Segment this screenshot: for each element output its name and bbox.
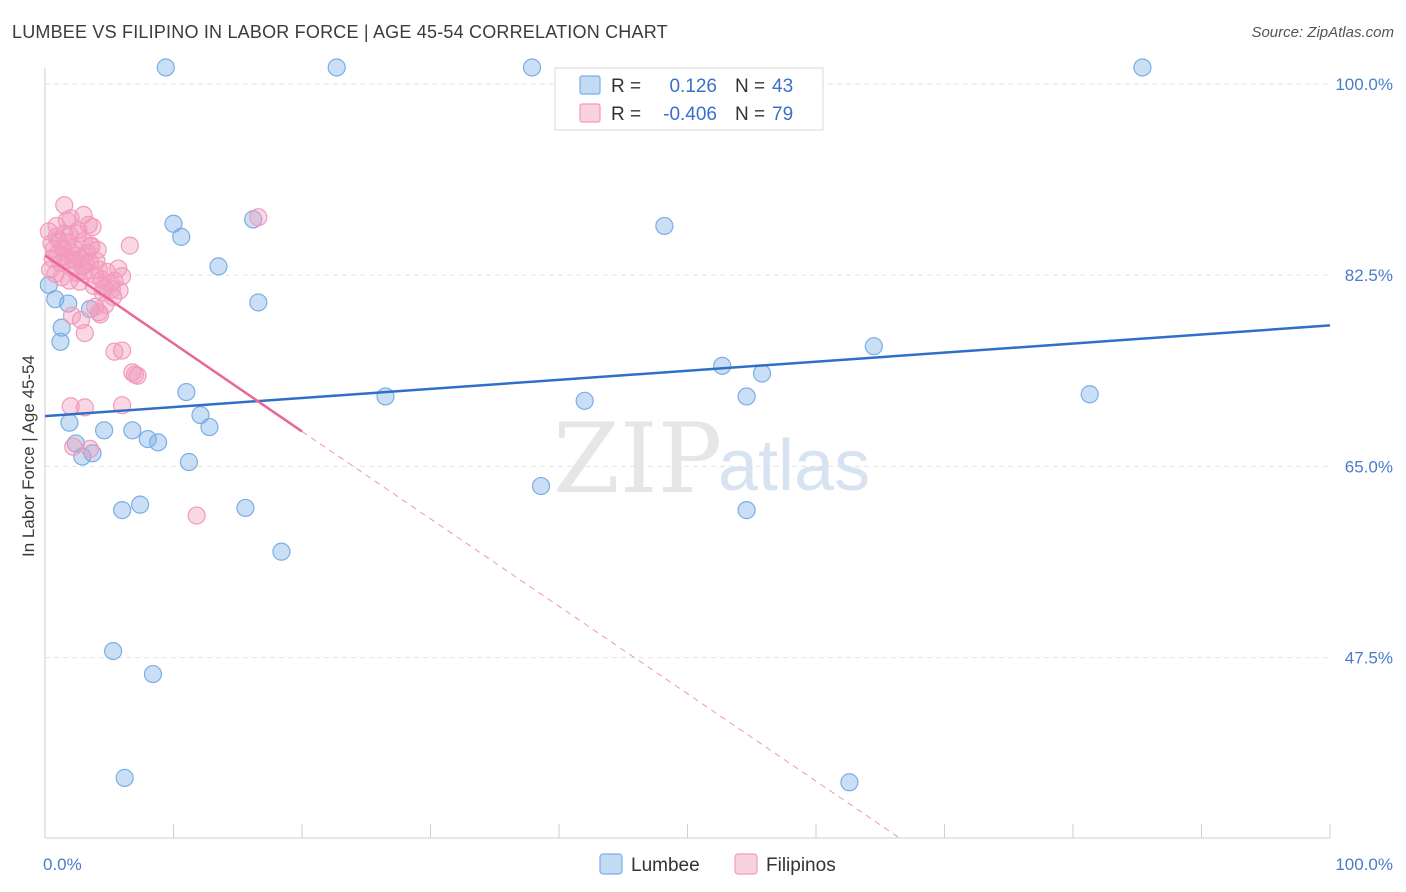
y-tick-labels: 47.5% 65.0% 82.5% 100.0%	[1335, 75, 1393, 668]
bottom-legend-swatch-filipinos	[734, 853, 758, 875]
lumbee-point-42	[143, 664, 163, 684]
legend-r-value-filipinos: -0.406	[663, 104, 717, 125]
lumbee-point-43	[115, 768, 134, 787]
y-tick-label-3: 100.0%	[1335, 75, 1393, 94]
filipinos-point-74	[75, 398, 94, 417]
filipinos-point-77	[80, 439, 100, 459]
y-axis-label: In Labor Force | Age 45-54	[19, 355, 38, 557]
bottom-legend-label-lumbee: Lumbee	[631, 855, 700, 876]
lumbee-point-9	[172, 227, 191, 246]
filipinos-point-42	[77, 255, 96, 274]
source-credit: Source: ZipAtlas.com	[1251, 24, 1394, 41]
lumbee-point-44	[840, 773, 859, 792]
lumbee-point-5	[52, 318, 71, 337]
lumbee-point-40	[272, 542, 291, 561]
bottom-legend-label-filipinos: Filipinos	[766, 855, 836, 876]
filipinos-point-57	[102, 280, 121, 299]
lumbee-point-36	[112, 501, 132, 520]
filipinos-point-52	[82, 237, 101, 256]
legend-n-value-filipinos: 79	[772, 104, 793, 125]
lumbee-point-23	[95, 421, 114, 440]
y-tick-label-2: 82.5%	[1345, 266, 1393, 285]
lumbee-point-26	[177, 382, 196, 402]
chart-title: LUMBEE VS FILIPINO IN LABOR FORCE | AGE …	[12, 22, 668, 42]
filipinos-point-55	[120, 236, 139, 255]
filipinos-point-72	[125, 365, 145, 384]
lumbee-point-37	[130, 495, 150, 514]
lumbee-point-33	[737, 387, 756, 406]
bottom-legend-swatch-lumbee	[599, 853, 623, 875]
filipinos-point-63	[91, 305, 110, 324]
y-tick-label-0: 47.5%	[1345, 649, 1393, 668]
watermark: ZIP atlas	[553, 403, 870, 515]
legend-r-label-lumbee: R =	[611, 76, 641, 97]
filipinos-point-50	[47, 216, 66, 236]
lumbee-point-28	[200, 417, 219, 437]
legend-swatch-filipinos	[579, 103, 601, 123]
lumbee-point-1	[327, 58, 346, 77]
x-tick-label-0: 0.0%	[43, 855, 82, 874]
lumbee-point-30	[179, 452, 199, 472]
y-tick-label-1: 65.0%	[1345, 457, 1393, 476]
lumbee-point-2	[522, 58, 542, 77]
legend-n-value-lumbee: 43	[772, 76, 793, 97]
lumbee-point-34	[1080, 385, 1099, 404]
lumbee-point-10	[209, 257, 228, 276]
filipinos-point-64	[75, 323, 94, 343]
filipinos-point-40	[65, 250, 84, 269]
lumbee-point-29	[138, 429, 157, 449]
lumbee-point-32	[575, 391, 594, 410]
filipinos-point-66	[110, 281, 129, 300]
filipinos-point-47	[79, 215, 98, 234]
legend-r-value-lumbee: 0.126	[669, 76, 717, 97]
filipinos-point-69	[105, 342, 124, 361]
lumbee-point-41	[104, 642, 123, 661]
legend-r-label-filipinos: R =	[611, 104, 641, 125]
filipinos-point-48	[55, 196, 74, 215]
filipinos-point-56	[112, 267, 132, 286]
lumbee-point-3	[1133, 58, 1152, 77]
x-tick-labels: 0.0% 100.0%	[43, 855, 1393, 874]
lumbee-point-19	[60, 413, 79, 432]
watermark-atlas: atlas	[718, 426, 870, 506]
filipinos-point-59	[62, 306, 82, 325]
bottom-legend: Lumbee Filipinos	[599, 853, 836, 876]
trendlines	[44, 254, 1331, 839]
x-tick-label-1: 100.0%	[1335, 855, 1393, 874]
lumbee-point-0	[156, 58, 175, 77]
filipinos-trendline	[44, 254, 303, 433]
filipinos-point-76	[64, 437, 83, 456]
lumbee-point-15	[752, 364, 772, 383]
lumbee-point-25	[148, 433, 168, 452]
axes	[44, 68, 1331, 839]
filipinos-point-68	[112, 341, 132, 360]
filipinos-point-78	[187, 506, 206, 525]
filipinos-point-53	[87, 251, 106, 271]
legend-n-label-lumbee: N =	[735, 76, 765, 97]
filipinos-point-51	[57, 211, 76, 230]
lumbee-point-18	[51, 332, 70, 351]
legend-swatch-lumbee	[579, 75, 601, 95]
lumbee-point-39	[737, 501, 756, 520]
filipinos-point-49	[74, 205, 93, 225]
lumbee-point-6	[59, 294, 78, 313]
lumbee-point-27	[191, 405, 210, 425]
lumbee-point-16	[713, 356, 732, 375]
lumbee-point-35	[531, 476, 551, 496]
filipinos-point-70	[123, 363, 142, 382]
legend-n-label-filipinos: N =	[735, 104, 765, 125]
filipinos-point-67	[249, 208, 268, 227]
series-filipinos-points	[39, 196, 268, 525]
lumbee-point-38	[236, 498, 255, 518]
lumbee-point-13	[655, 216, 674, 236]
legend: R = 0.126 N = 43 R = -0.406 N = 79	[554, 67, 824, 131]
lumbee-point-24	[123, 421, 142, 440]
lumbee-point-14	[864, 337, 883, 356]
series-lumbee-points	[39, 58, 1152, 792]
watermark-zip: ZIP	[553, 403, 722, 515]
lumbee-point-12	[249, 293, 268, 312]
